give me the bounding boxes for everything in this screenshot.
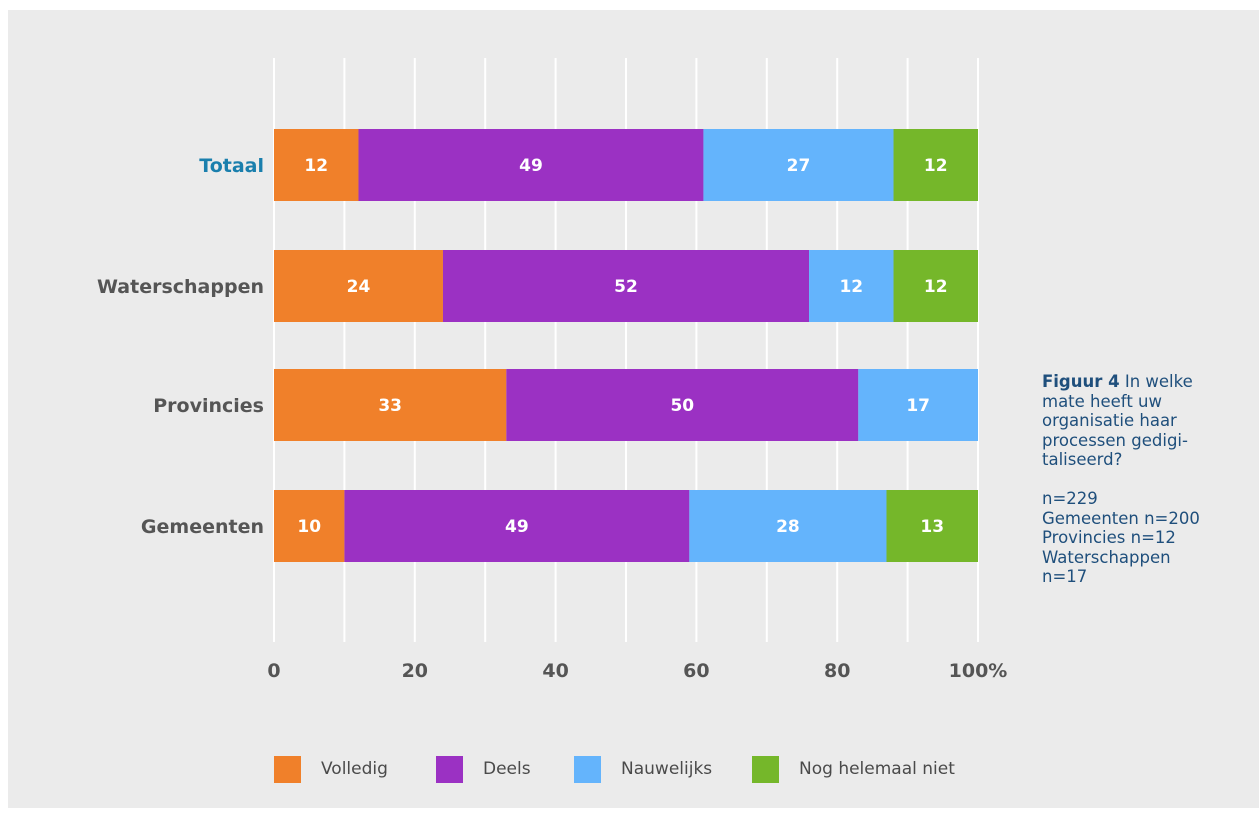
- bar-segments: 12 49 27 12 24 52 12 12 33 50 17 10 49 28 13: [274, 129, 978, 562]
- category-labels: Totaal Waterschappen Provincies Gemeenten: [97, 155, 264, 538]
- data-label-waterschappen-deels: 52: [614, 277, 638, 297]
- bar-totaal-volledig: [274, 129, 359, 201]
- x-tick-label: 100%: [949, 660, 1008, 682]
- legend-label-nog-helemaal-niet: Nog helemaal niet: [799, 759, 955, 779]
- data-label-totaal-deels: 49: [519, 156, 543, 176]
- caption-line-4: taliseerd?: [1042, 450, 1123, 469]
- bar-totaal-deels: [358, 129, 704, 201]
- bar-gemeenten-nog-helemaal-niet: [886, 490, 978, 562]
- figure-caption: Figuur 4 In welke mate heeft uw organisa…: [1042, 372, 1257, 587]
- bar-gemeenten-nauwelijks: [689, 490, 887, 562]
- legend-swatch-nog-helemaal-niet: [752, 755, 779, 783]
- legend-item-deels: Deels: [436, 754, 531, 784]
- bar-gemeenten-deels: [344, 490, 690, 562]
- caption-stat-0: n=229: [1042, 489, 1098, 508]
- x-tick-label: 0: [267, 660, 280, 682]
- data-label-provincies-deels: 50: [670, 396, 694, 416]
- data-label-gemeenten-nog-helemaal-niet: 13: [920, 517, 944, 537]
- bar-totaal-nog-helemaal-niet: [893, 129, 978, 201]
- category-label-gemeenten: Gemeenten: [141, 516, 264, 538]
- data-label-waterschappen-volledig: 24: [347, 277, 371, 297]
- caption-stat-1: Gemeenten n=200: [1042, 508, 1200, 528]
- caption-line-3: processen gedigi-: [1042, 430, 1188, 450]
- category-label-provincies: Provincies: [153, 395, 264, 417]
- legend-item-nog-helemaal-niet: Nog helemaal niet: [752, 754, 955, 784]
- legend-swatch-nauwelijks: [574, 755, 601, 783]
- legend-label-deels: Deels: [483, 759, 531, 779]
- bar-waterschappen-nog-helemaal-niet: [893, 250, 978, 322]
- category-label-totaal: Totaal: [199, 155, 264, 177]
- caption-title: Figuur 4 In welke: [1042, 372, 1257, 392]
- bar-waterschappen-volledig: [274, 250, 443, 322]
- data-label-gemeenten-nauwelijks: 28: [776, 517, 800, 537]
- caption-stat-3: Waterschappen: [1042, 547, 1171, 567]
- legend-swatch-deels: [436, 755, 463, 783]
- bar-waterschappen-deels: [442, 250, 810, 322]
- bar-totaal-nauwelijks: [703, 129, 894, 201]
- x-tick-label: 40: [542, 660, 568, 682]
- caption-spacer: [1042, 470, 1257, 490]
- x-tick-label: 80: [824, 660, 850, 682]
- figure-label: Figuur 4: [1042, 372, 1120, 391]
- data-label-gemeenten-deels: 49: [505, 517, 529, 537]
- data-label-totaal-nog-helemaal-niet: 12: [924, 156, 948, 176]
- legend-item-nauwelijks: Nauwelijks: [574, 754, 712, 784]
- category-label-waterschappen: Waterschappen: [97, 276, 264, 298]
- bar-gemeenten-volledig: [274, 490, 345, 562]
- legend-label-nauwelijks: Nauwelijks: [621, 759, 713, 779]
- bar-waterschappen-nauwelijks: [809, 250, 894, 322]
- data-label-waterschappen-nog-helemaal-niet: 12: [924, 277, 948, 297]
- legend-label-volledig: Volledig: [321, 759, 388, 779]
- data-label-gemeenten-volledig: 10: [297, 517, 321, 537]
- legend-swatch-volledig: [274, 755, 301, 783]
- x-axis-ticks: 0 20 40 60 80 100%: [267, 660, 1007, 682]
- caption-line-0: In welke: [1124, 372, 1193, 391]
- legend-item-volledig: Volledig: [274, 754, 388, 784]
- data-label-totaal-volledig: 12: [304, 156, 328, 176]
- data-label-provincies-nauwelijks: 17: [906, 396, 930, 416]
- caption-line-2: organisatie haar: [1042, 411, 1177, 430]
- bar-provincies-volledig: [274, 369, 507, 441]
- data-label-provincies-volledig: 33: [378, 396, 402, 416]
- bar-provincies-nauwelijks: [858, 369, 978, 441]
- caption-stat-2: Provincies n=12: [1042, 528, 1176, 547]
- data-label-totaal-nauwelijks: 27: [787, 156, 811, 176]
- caption-line-1: mate heeft uw: [1042, 391, 1162, 411]
- bar-provincies-deels: [506, 369, 859, 441]
- data-label-waterschappen-nauwelijks: 12: [839, 277, 863, 297]
- caption-stat-4: n=17: [1042, 567, 1088, 586]
- x-tick-label: 20: [402, 660, 428, 682]
- x-tick-label: 60: [683, 660, 709, 682]
